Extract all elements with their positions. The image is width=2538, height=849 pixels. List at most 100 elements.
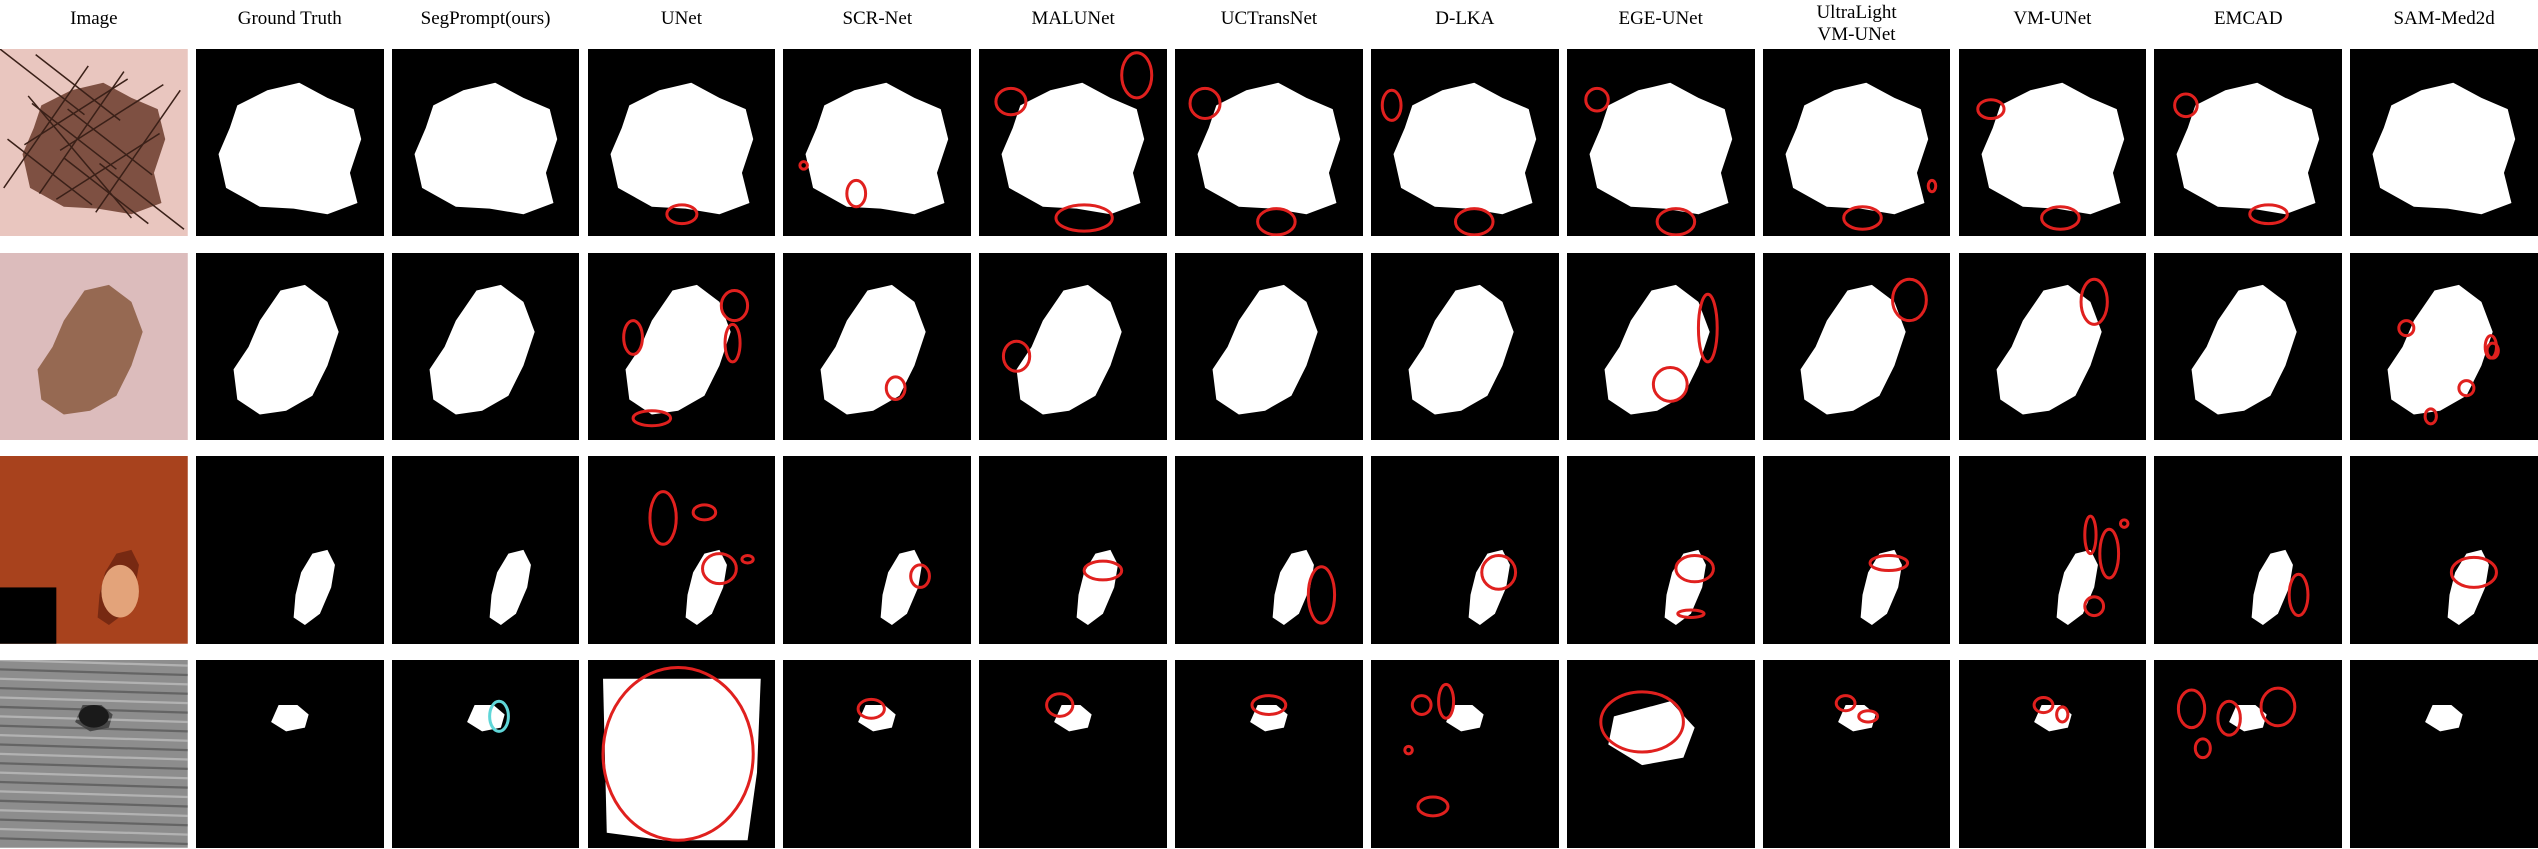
nodule-region (78, 705, 109, 728)
segmentation-mask (195, 456, 384, 645)
error-highlight-circle (1674, 554, 1715, 584)
mask-canvas (218, 82, 362, 214)
error-highlight-circle (664, 202, 698, 225)
error-highlight-circle (1306, 565, 1337, 626)
lesion-region (22, 82, 166, 214)
error-highlight-circle (1120, 50, 1154, 99)
predicted-region (1664, 550, 1706, 626)
error-highlight-circle (1890, 277, 1928, 322)
segmentation-mask (979, 456, 1168, 645)
error-highlight-circle (2194, 737, 2213, 760)
error-highlight-circle (1403, 745, 1414, 756)
error-highlight-circle (691, 503, 717, 522)
error-highlight-circle (2485, 341, 2501, 360)
predicted-region (1446, 705, 1484, 732)
mask-canvas (1599, 690, 1695, 766)
mask-canvas (1604, 284, 1719, 414)
error-highlight-circle (2082, 595, 2105, 618)
error-highlight-circle (2397, 318, 2416, 337)
error-highlight-circle (631, 408, 672, 427)
segmentation-mask (979, 660, 1168, 849)
input-image-endoscopy (0, 456, 188, 645)
ultrasound-texture (0, 743, 188, 752)
column-header-line: VM-UNet (1817, 24, 1896, 45)
segmentation-mask (587, 48, 776, 237)
segmentation-mask (587, 660, 776, 849)
predicted-region (1076, 550, 1119, 626)
error-highlight-circle (1926, 178, 1937, 193)
mask-canvas (1975, 82, 2124, 231)
column-header: SCR-Net (842, 8, 913, 29)
mask-canvas (1834, 694, 1879, 732)
column-header: D-LKA (1435, 8, 1495, 29)
error-highlight-circle (2097, 528, 2120, 580)
segmentation-mask (1762, 456, 1951, 645)
ours-highlight-circle (487, 700, 510, 734)
mask-canvas (648, 490, 755, 626)
error-highlight-circle (1410, 694, 1433, 717)
error-highlight-circle (2288, 573, 2310, 618)
predicted-region (1589, 82, 1733, 214)
column-header: MALUNet (1031, 8, 1115, 29)
predicted-region (1785, 82, 1928, 214)
mask-canvas (1403, 683, 1484, 818)
ultrasound-texture (0, 809, 188, 818)
predicted-region (2252, 550, 2294, 626)
segmentation-mask (979, 48, 1168, 237)
predicted-region (1981, 82, 2124, 214)
hair-strand (38, 70, 125, 194)
error-highlight-circle (1256, 206, 1297, 236)
predicted-region (1408, 284, 1514, 414)
error-highlight-circle (700, 552, 738, 586)
segmentation-mask (1370, 660, 1559, 849)
error-highlight-circle (1188, 86, 1222, 120)
mask-canvas (1188, 82, 1341, 236)
predicted-region (1272, 550, 1315, 626)
error-highlight-circle (1082, 560, 1124, 582)
segmentation-mask (979, 252, 1168, 441)
error-highlight-circle (1676, 608, 1706, 620)
mask-canvas (2447, 550, 2499, 626)
error-highlight-circle (1696, 292, 1719, 363)
segmentation-mask (1566, 456, 1755, 645)
error-highlight-circle (1054, 202, 1115, 233)
error-highlight-circle (739, 554, 755, 565)
predicted-region (1393, 82, 1537, 214)
mask-canvas (1212, 284, 1318, 414)
hair-strand (3, 65, 89, 188)
column-header: EGE-UNet (1618, 8, 1703, 29)
mask-canvas (1076, 550, 1124, 626)
predicted-region (414, 82, 557, 214)
predicted-region (805, 82, 949, 214)
predicted-region (1250, 705, 1288, 732)
hair-strand (99, 162, 185, 230)
error-highlight-circle (1380, 88, 1403, 122)
mask-canvas (994, 50, 1154, 233)
predicted-region (2425, 705, 2463, 732)
predicted-region (466, 705, 505, 732)
error-highlight-circle (1453, 206, 1495, 236)
error-highlight-circle (1045, 692, 1075, 719)
hair-strand (27, 94, 132, 219)
mask-canvas (601, 666, 761, 843)
segmentation-mask (1175, 660, 1363, 849)
column-header: UCTransNet (1220, 8, 1318, 29)
source-image (0, 456, 188, 645)
ultrasound-texture (0, 771, 188, 780)
ultrasound-texture (0, 678, 188, 686)
segmentation-mask (1762, 48, 1951, 237)
column-header: VM-UNet (2013, 8, 2092, 29)
lesion-region (37, 284, 143, 414)
predicted-region (1608, 701, 1695, 766)
predicted-region (1054, 705, 1092, 732)
error-highlight-circle (723, 322, 742, 363)
segmentation-mask (783, 660, 972, 849)
mask-canvas (881, 550, 932, 626)
error-highlight-circle (2082, 515, 2098, 556)
mask-canvas (2191, 284, 2298, 414)
predicted-region (2056, 550, 2098, 626)
error-highlight-circle (994, 86, 1028, 116)
ultrasound-texture (0, 696, 188, 705)
error-highlight-circle (1250, 694, 1288, 717)
ultrasound-texture (0, 828, 188, 837)
